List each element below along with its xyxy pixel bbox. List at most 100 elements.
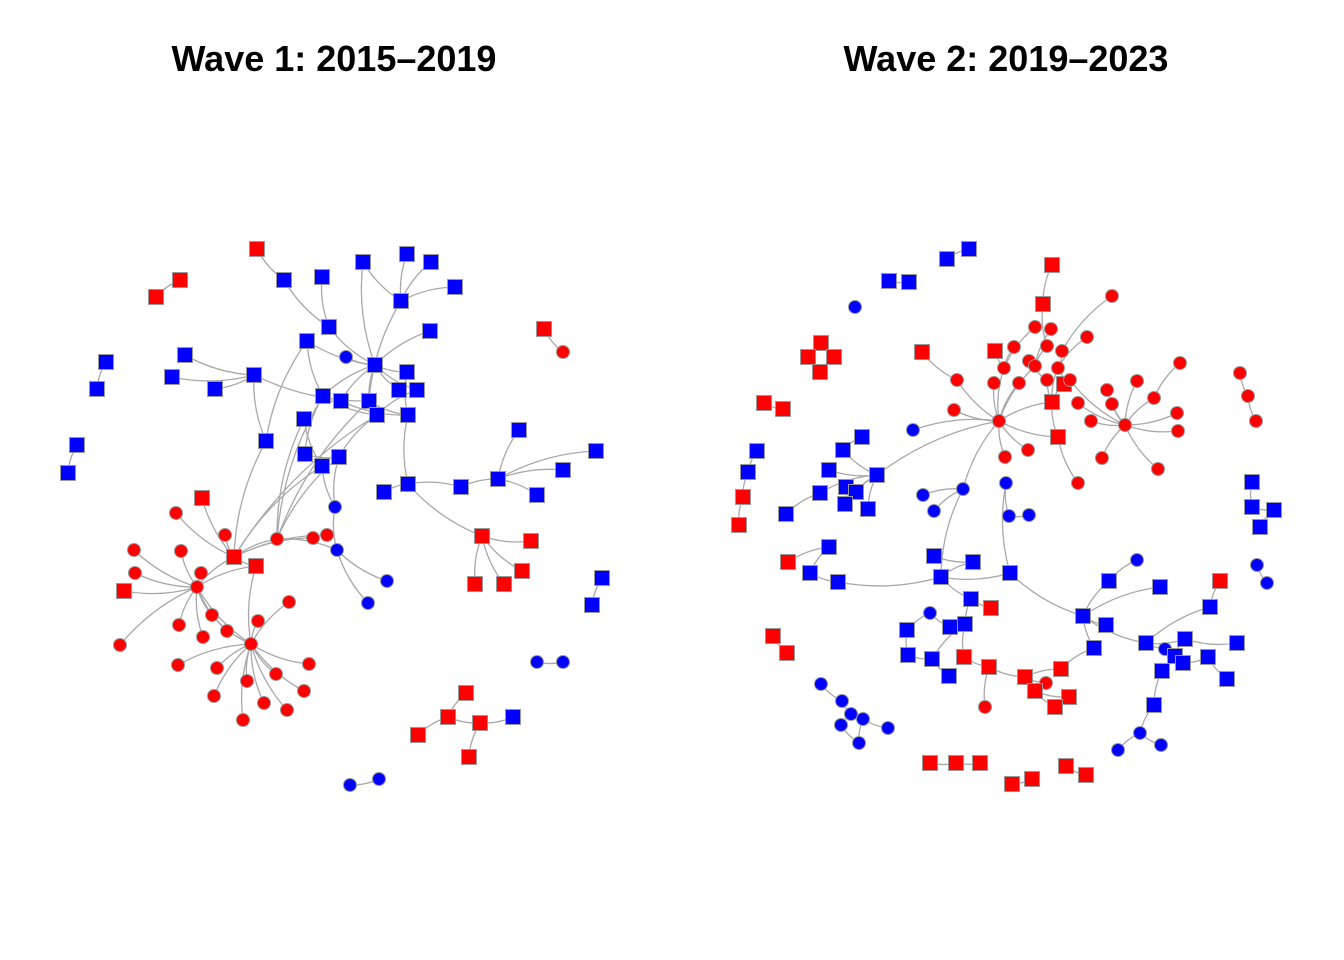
red-square-node (735, 489, 751, 505)
blue-circle-node (906, 423, 920, 437)
blue-circle-node (814, 677, 828, 691)
blue-square-node (1002, 565, 1018, 581)
network-edge (336, 549, 388, 582)
node-layer (60, 241, 1282, 792)
red-circle-node (306, 531, 320, 545)
blue-square-node (957, 616, 973, 632)
blue-square-node (355, 254, 371, 270)
blue-square-node (933, 569, 949, 585)
blue-square-node (314, 269, 330, 285)
blue-square-node (296, 411, 312, 427)
red-circle-node (190, 580, 204, 594)
red-circle-node (1105, 397, 1119, 411)
red-square-node (956, 649, 972, 665)
red-circle-node (240, 674, 254, 688)
red-circle-node (205, 608, 219, 622)
blue-square-node (367, 357, 383, 373)
blue-square-node (400, 407, 416, 423)
blue-square-node (588, 443, 604, 459)
red-square-node (1061, 689, 1077, 705)
red-circle-node (218, 528, 232, 542)
blue-square-node (1098, 617, 1114, 633)
red-circle-node (1040, 373, 1054, 387)
network-edge (177, 643, 252, 666)
blue-square-node (821, 539, 837, 555)
blue-circle-node (1130, 553, 1144, 567)
blue-square-node (900, 647, 916, 663)
red-circle-node (270, 532, 284, 546)
blue-square-node (299, 333, 315, 349)
red-circle-node (174, 544, 188, 558)
red-square-node (1047, 699, 1063, 715)
red-circle-node (1044, 322, 1058, 336)
blue-square-node (1086, 640, 1102, 656)
red-square-node (461, 749, 477, 765)
blue-circle-node (848, 300, 862, 314)
red-square-node (248, 558, 264, 574)
red-square-node (983, 600, 999, 616)
red-circle-node (992, 414, 1006, 428)
red-square-node (1035, 296, 1051, 312)
blue-square-node (555, 462, 571, 478)
network-edge (360, 261, 376, 366)
blue-square-node (812, 485, 828, 501)
blue-circle-node (834, 718, 848, 732)
red-circle-node (1118, 418, 1132, 432)
blue-square-node (1244, 474, 1260, 490)
red-circle-node (1040, 339, 1054, 353)
blue-square-node (399, 246, 415, 262)
red-circle-node (280, 703, 294, 717)
red-square-node (972, 755, 988, 771)
blue-square-node (821, 462, 837, 478)
blue-square-node (1154, 663, 1170, 679)
network-edge (962, 420, 1000, 490)
red-square-node (514, 563, 530, 579)
red-square-node (731, 517, 747, 533)
blue-circle-node (1022, 508, 1036, 522)
red-circle-node (1241, 389, 1255, 403)
blue-square-node (1075, 608, 1091, 624)
network-edge (368, 300, 402, 402)
blue-square-node (447, 279, 463, 295)
blue-square-node (961, 241, 977, 257)
blue-square-node (941, 668, 957, 684)
blue-square-node (1202, 599, 1218, 615)
blue-square-node (830, 574, 846, 590)
red-circle-node (1007, 340, 1021, 354)
red-square-node (981, 659, 997, 675)
red-circle-node (169, 506, 183, 520)
red-circle-node (1055, 344, 1069, 358)
blue-square-node (164, 369, 180, 385)
red-circle-node (1028, 320, 1042, 334)
blue-square-node (511, 422, 527, 438)
red-square-node (440, 709, 456, 725)
network-edge (247, 565, 257, 645)
red-circle-node (207, 689, 221, 703)
blue-square-node (942, 619, 958, 635)
blue-circle-node (1111, 743, 1125, 757)
red-square-node (1078, 767, 1094, 783)
red-circle-node (171, 658, 185, 672)
blue-square-node (422, 323, 438, 339)
blue-square-node (1219, 671, 1235, 687)
red-circle-node (282, 595, 296, 609)
blue-square-node (1175, 655, 1191, 671)
network-edge (171, 374, 255, 382)
blue-square-node (869, 467, 885, 483)
blue-square-node (1252, 519, 1268, 535)
red-circle-node (1170, 406, 1184, 420)
blue-square-node (881, 273, 897, 289)
red-square-node (800, 349, 816, 365)
red-circle-node (1147, 391, 1161, 405)
network-edge (1061, 295, 1113, 352)
blue-square-node (391, 382, 407, 398)
blue-circle-node (1260, 576, 1274, 590)
blue-square-node (1152, 579, 1168, 595)
network-edge (400, 286, 456, 302)
blue-square-node (314, 458, 330, 474)
red-circle-node (251, 614, 265, 628)
red-square-node (172, 272, 188, 288)
red-circle-node (556, 345, 570, 359)
blue-square-node (409, 382, 425, 398)
blue-square-node (1138, 635, 1154, 651)
